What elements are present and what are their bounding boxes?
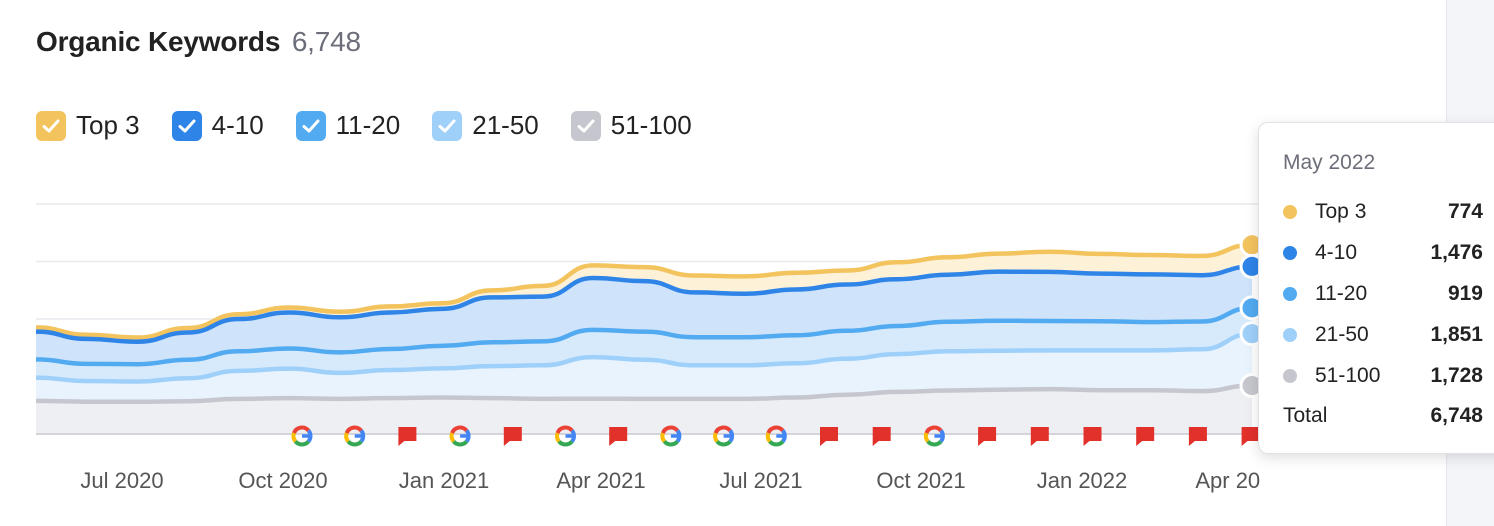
series-line-11-20 [35, 305, 1253, 367]
x-tick-label: Jul 2020 [80, 468, 163, 493]
hover-marker [1239, 373, 1260, 399]
x-tick-label: Jul 2021 [719, 468, 802, 493]
google-update-icon[interactable] [713, 425, 735, 447]
legend-label: 21-50 [472, 110, 539, 140]
title-label: Organic Keywords [36, 26, 281, 57]
tooltip-row-value: 1,728 [1430, 364, 1483, 387]
tooltip-row-value: 774 [1447, 200, 1483, 223]
event-flag-icon[interactable] [1030, 427, 1049, 446]
series-line-51-100 [35, 383, 1253, 404]
event-flag-icon[interactable] [1241, 427, 1260, 446]
area-51-100 [36, 385, 1252, 434]
hover-marker [1239, 321, 1260, 347]
legend-item-51-100[interactable]: 51-100 [570, 110, 692, 141]
tooltip-row-value: 919 [1447, 282, 1483, 305]
tooltip-row-label: Top 3 [1315, 200, 1367, 223]
legend-label: 51-100 [610, 110, 692, 140]
organic-keywords-chart[interactable]: Jul 2020 Oct 2020 Jan 2021 Apr 2021 Jul 2021… [0, 180, 1260, 526]
keyword-count: 6,748 [291, 26, 361, 57]
chart-tooltip: May 2022 Top 3 774 4-10 1,476 11-20 919 … [1258, 122, 1494, 454]
google-update-icon[interactable] [660, 425, 682, 447]
series-dot-icon [1283, 369, 1297, 383]
series-dot-icon [1283, 328, 1297, 342]
event-flag-icon[interactable] [820, 427, 838, 446]
legend-label: 4-10 [211, 110, 264, 140]
event-flag-icon[interactable] [978, 427, 997, 446]
tooltip-row-21-50: 21-50 1,851 [1283, 320, 1483, 350]
tooltip-row-4-10: 4-10 1,476 [1283, 238, 1483, 268]
legend-label: 11-20 [335, 110, 401, 140]
hover-marker [1239, 253, 1260, 279]
legend-item-4-10[interactable]: 4-10 [171, 110, 264, 141]
google-update-icon[interactable] [344, 425, 366, 447]
hover-marker [1239, 295, 1260, 321]
widget-title: Organic Keywords 6,748 [36, 26, 361, 58]
x-tick-label: Apr 2021 [556, 468, 645, 493]
tooltip-date: May 2022 [1283, 151, 1376, 174]
tooltip-row-label: 51-100 [1315, 364, 1381, 387]
series-dot-icon [1283, 246, 1297, 260]
x-tick-label: Jan 2021 [399, 468, 490, 493]
google-update-icon[interactable] [923, 425, 945, 447]
tooltip-row-11-20: 11-20 919 [1283, 279, 1483, 309]
event-flag-icon[interactable] [1136, 427, 1155, 446]
tooltip-row-value: 1,851 [1430, 323, 1483, 346]
tooltip-row-label: 4-10 [1315, 241, 1358, 264]
x-tick-label: Jan 2022 [1037, 468, 1128, 493]
google-update-icon[interactable] [449, 425, 471, 447]
series-line-21-50 [35, 331, 1253, 384]
legend-label: Top 3 [76, 110, 140, 140]
tooltip-row-label: 11-20 [1315, 282, 1368, 305]
series-dot-icon [1283, 205, 1297, 219]
series-legend: Top 3 4-10 11-20 21-50 51-100 [36, 110, 724, 141]
event-flag-icon[interactable] [398, 427, 417, 446]
google-update-icon[interactable] [291, 425, 313, 447]
x-tick-label: Apr 2022 [1195, 468, 1260, 493]
tooltip-row-label: 21-50 [1315, 323, 1369, 346]
series-line-top-3 [35, 242, 1253, 340]
google-update-icon[interactable] [765, 425, 787, 447]
checkbox-checked-icon[interactable] [432, 110, 463, 141]
checkbox-checked-icon[interactable] [171, 110, 202, 141]
legend-item-11-20[interactable]: 11-20 [295, 110, 401, 141]
event-flag-icon[interactable] [1083, 427, 1102, 446]
tooltip-total-label: Total [1283, 404, 1328, 427]
checkbox-checked-icon[interactable] [570, 110, 601, 141]
tooltip-total-value: 6,748 [1430, 404, 1483, 427]
checkbox-checked-icon[interactable] [36, 110, 66, 141]
series-dot-icon [1283, 287, 1297, 301]
event-flag-icon[interactable] [503, 427, 522, 446]
tooltip-row-51-100: 51-100 1,728 [1283, 361, 1483, 391]
tooltip-total-row: Total 6,748 [1283, 401, 1483, 431]
legend-item-21-50[interactable]: 21-50 [432, 110, 539, 141]
google-update-icon[interactable] [555, 425, 576, 447]
x-tick-label: Oct 2020 [238, 468, 327, 493]
x-tick-label: Oct 2021 [876, 468, 965, 493]
tooltip-row-value: 1,476 [1430, 241, 1483, 264]
event-flag-icon[interactable] [1188, 427, 1207, 446]
tooltip-row-top-3: Top 3 774 [1283, 197, 1483, 227]
series-line-4-10 [35, 264, 1253, 344]
checkbox-checked-icon[interactable] [295, 110, 326, 141]
event-flag-icon[interactable] [872, 427, 891, 446]
event-flag-icon[interactable] [609, 427, 628, 446]
legend-item-top-3[interactable]: Top 3 [36, 110, 140, 141]
